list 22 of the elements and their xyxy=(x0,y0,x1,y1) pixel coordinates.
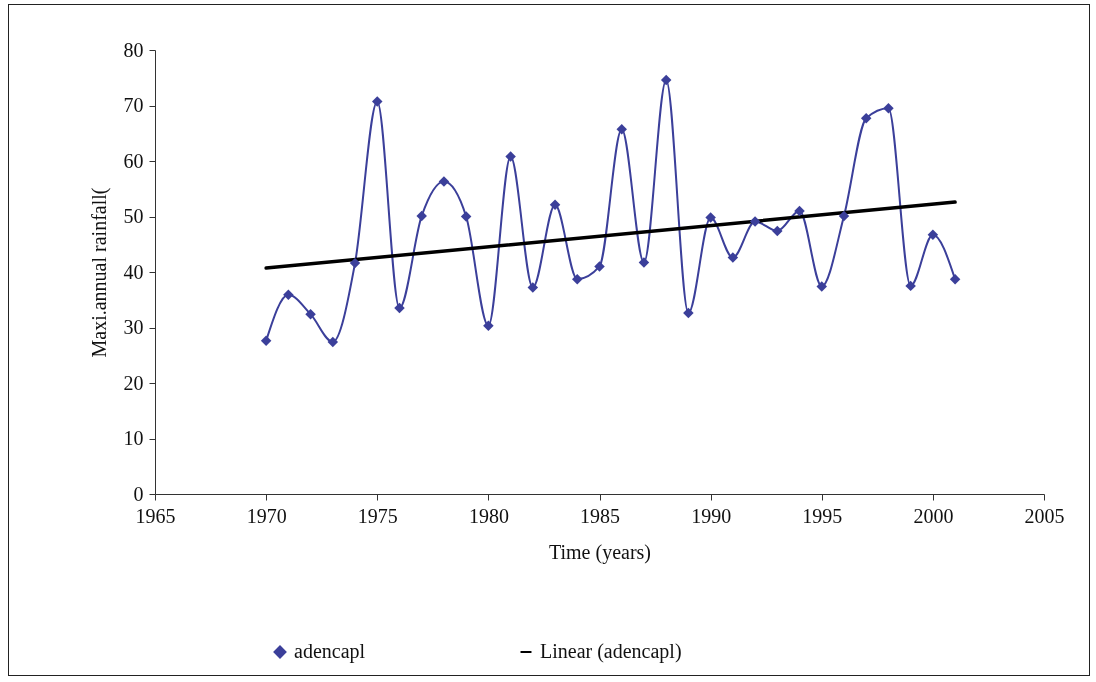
y-tick-label: 50 xyxy=(123,205,144,227)
legend-label: Linear (adencapl) xyxy=(540,640,682,663)
y-axis-title: Maxi.annual rainfall( xyxy=(87,187,111,358)
y-tick-label: 40 xyxy=(123,260,144,283)
x-tick-label: 1980 xyxy=(468,504,509,527)
x-tick-label: 2000 xyxy=(913,504,954,527)
y-tick-label: 70 xyxy=(123,94,144,116)
y-tick-label: 20 xyxy=(123,371,144,394)
x-tick-label: 1965 xyxy=(135,504,176,527)
y-tick-label: 80 xyxy=(123,38,144,61)
x-axis-title: Time (years) xyxy=(548,540,652,564)
x-tick-label: 1990 xyxy=(691,504,732,527)
x-tick-label: 1995 xyxy=(802,504,843,527)
x-tick-label: 2005 xyxy=(1024,504,1065,527)
y-tick-label: 60 xyxy=(123,149,144,172)
x-tick-label: 1975 xyxy=(357,504,398,527)
y-tick-label: 10 xyxy=(123,427,144,449)
x-tick-label: 1985 xyxy=(580,504,620,527)
y-tick-label: 30 xyxy=(123,316,144,338)
y-tick-label: 0 xyxy=(133,482,144,505)
legend-label: adencapl xyxy=(294,640,366,663)
x-tick-label: 1970 xyxy=(246,504,287,527)
